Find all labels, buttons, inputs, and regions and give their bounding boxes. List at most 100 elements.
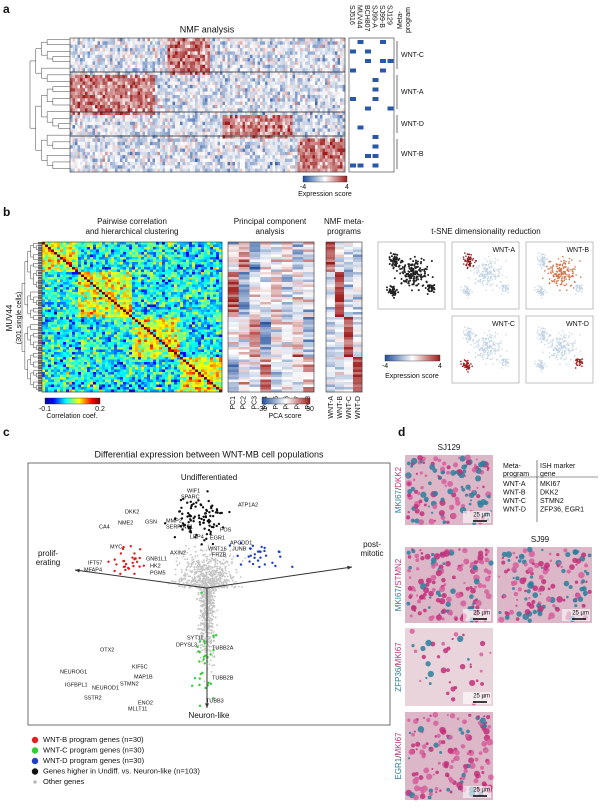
heat-cell	[120, 65, 123, 69]
heat-cell	[93, 118, 96, 122]
heat-cell	[275, 118, 278, 122]
heat-cell	[80, 98, 83, 102]
heat-cell	[275, 115, 278, 119]
heat-cell	[240, 95, 243, 99]
heat-cell	[188, 41, 191, 45]
heat-cell	[263, 132, 266, 136]
heat-cell	[340, 78, 343, 82]
heat-cell	[190, 38, 193, 42]
heat-cell	[150, 98, 153, 102]
heat-cell	[185, 82, 188, 86]
heat-cell	[275, 132, 278, 136]
heat-cell	[228, 108, 231, 112]
heat-cell	[75, 132, 78, 136]
heat-cell	[183, 82, 186, 86]
heat-cell	[263, 75, 266, 79]
heat-cell	[340, 98, 343, 102]
heat-cell	[318, 105, 321, 109]
heat-cell	[105, 108, 108, 112]
panel-title: Principal component	[234, 217, 307, 226]
heat-cell	[255, 118, 258, 122]
heat-cell	[323, 162, 326, 166]
heat-cell	[233, 165, 236, 169]
heat-cell	[323, 155, 326, 159]
heat-cell	[323, 128, 326, 132]
heat-cell	[105, 115, 108, 119]
heat-cell	[268, 45, 271, 49]
heat-cell	[95, 51, 98, 55]
heat-cell	[303, 108, 306, 112]
heat-cell	[268, 38, 271, 42]
heat-cell	[313, 128, 316, 132]
heat-cell	[298, 38, 301, 42]
heat-cell	[143, 41, 146, 45]
heat-cell	[153, 142, 156, 146]
heat-cell	[93, 115, 96, 119]
heat-cell	[290, 82, 293, 86]
heat-cell	[313, 102, 316, 106]
heat-cell	[243, 159, 246, 163]
heat-cell	[265, 165, 268, 169]
heat-cell	[128, 102, 131, 106]
heat-cell	[100, 75, 103, 79]
heat-cell	[210, 105, 213, 109]
heat-cell	[263, 145, 266, 149]
heat-cell	[145, 152, 148, 156]
heat-cell	[248, 105, 251, 109]
heat-cell	[140, 105, 143, 109]
heat-cell	[108, 92, 111, 96]
metaprogram-label: WNT-B	[401, 151, 424, 158]
heat-cell	[180, 85, 183, 89]
heat-cell	[183, 58, 186, 62]
heat-cell	[118, 128, 121, 132]
heat-cell	[325, 108, 328, 112]
heat-cell	[203, 85, 206, 89]
heat-cell	[195, 82, 198, 86]
heat-cell	[235, 95, 238, 99]
heat-cell	[173, 102, 176, 106]
heat-cell	[108, 65, 111, 69]
heat-cell	[295, 88, 298, 92]
heat-cell	[178, 118, 181, 122]
heat-cell	[143, 78, 146, 82]
heat-cell	[75, 162, 78, 166]
heat-cell	[85, 95, 88, 99]
heat-cell	[273, 142, 276, 146]
heat-cell	[70, 115, 73, 119]
heat-cell	[75, 48, 78, 52]
heat-cell	[243, 75, 246, 79]
heat-cell	[145, 142, 148, 146]
heat-cell	[155, 159, 158, 163]
heat-cell	[248, 55, 251, 59]
heat-cell	[108, 75, 111, 79]
heat-cell	[260, 78, 263, 82]
heat-cell	[155, 149, 158, 153]
heat-cell	[265, 95, 268, 99]
heat-cell	[143, 125, 146, 129]
heat-cell	[183, 92, 186, 96]
heat-cell	[238, 139, 241, 143]
heat-cell	[120, 61, 123, 65]
heat-cell	[288, 165, 291, 169]
heat-cell	[138, 51, 141, 55]
heat-cell	[268, 105, 271, 109]
heat-cell	[210, 38, 213, 42]
heat-cell	[128, 55, 131, 59]
heat-cell	[338, 68, 341, 72]
heat-cell	[100, 105, 103, 109]
heat-cell	[308, 65, 311, 69]
heat-cell	[100, 98, 103, 102]
heat-cell	[198, 85, 201, 89]
heat-cell	[285, 68, 288, 72]
heat-cell	[230, 155, 233, 159]
heat-cell	[135, 95, 138, 99]
heat-cell	[113, 68, 116, 72]
heat-cell	[70, 105, 73, 109]
heat-cell	[158, 58, 161, 62]
heat-cell	[115, 155, 118, 159]
heat-cell	[140, 142, 143, 146]
heat-cell	[215, 122, 218, 126]
heat-cell	[185, 45, 188, 49]
heat-cell	[303, 115, 306, 119]
heat-cell	[235, 108, 238, 112]
